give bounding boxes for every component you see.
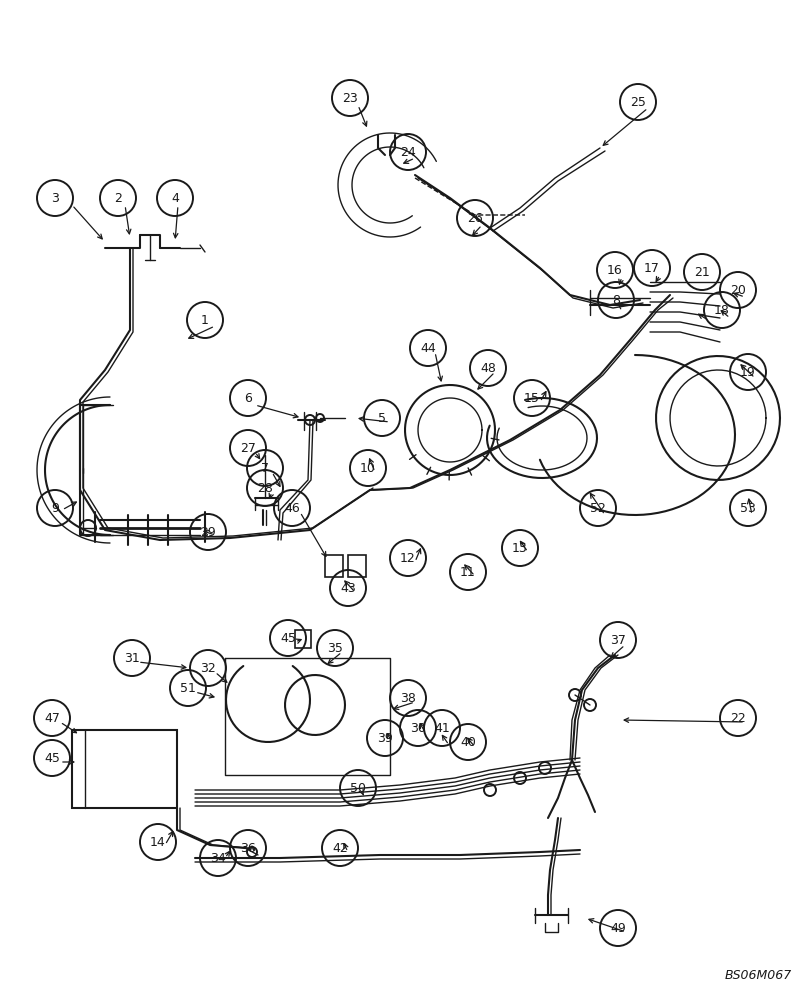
Text: 20: 20: [729, 284, 745, 296]
Text: 32: 32: [200, 662, 216, 674]
Bar: [72, 730, 177, 808]
Text: 42: 42: [332, 842, 347, 854]
Text: 38: 38: [400, 692, 415, 704]
Text: 13: 13: [512, 542, 527, 554]
Text: 12: 12: [400, 552, 415, 564]
Text: 45: 45: [280, 632, 295, 645]
Text: 34: 34: [210, 852, 225, 864]
Text: 25: 25: [629, 96, 645, 108]
Text: 44: 44: [419, 342, 436, 355]
Text: 2: 2: [114, 192, 122, 205]
Text: 31: 31: [124, 652, 139, 664]
Text: 7: 7: [260, 462, 268, 475]
Text: 4: 4: [171, 192, 178, 205]
Text: 36: 36: [240, 842, 255, 854]
Text: 27: 27: [240, 442, 255, 454]
Text: 1: 1: [201, 314, 208, 326]
Text: 28: 28: [257, 482, 272, 494]
Text: 19: 19: [739, 365, 755, 378]
Text: 21: 21: [693, 265, 709, 278]
Text: 45: 45: [44, 752, 60, 764]
Text: BS06M067: BS06M067: [724, 969, 791, 982]
Text: 8: 8: [611, 294, 620, 306]
Text: 43: 43: [340, 582, 355, 594]
Bar: [294, 630, 311, 648]
Text: 50: 50: [350, 782, 366, 794]
Text: 6: 6: [244, 391, 251, 404]
Text: 11: 11: [460, 566, 475, 578]
Text: 39: 39: [376, 732, 393, 744]
Text: 5: 5: [378, 412, 385, 424]
Text: 14: 14: [150, 836, 165, 848]
Text: 16: 16: [607, 263, 622, 276]
Text: 18: 18: [713, 304, 729, 316]
Text: 10: 10: [359, 462, 375, 475]
Text: 29: 29: [200, 526, 216, 538]
Text: 40: 40: [460, 736, 475, 748]
Text: 17: 17: [643, 261, 659, 274]
Text: 24: 24: [400, 145, 415, 158]
Text: 49: 49: [609, 922, 625, 934]
Text: 15: 15: [523, 391, 539, 404]
Bar: [324, 555, 342, 577]
Text: 30: 30: [410, 722, 426, 734]
Text: 37: 37: [609, 634, 625, 647]
Text: 47: 47: [44, 712, 60, 724]
Text: 22: 22: [729, 712, 745, 724]
Text: 3: 3: [51, 192, 59, 205]
Text: 53: 53: [739, 502, 755, 514]
Text: 41: 41: [434, 722, 449, 734]
Text: 52: 52: [590, 502, 605, 514]
Text: 9: 9: [51, 502, 59, 514]
Text: 23: 23: [341, 92, 358, 104]
Text: 26: 26: [466, 212, 483, 225]
Text: 51: 51: [180, 682, 195, 694]
Bar: [348, 555, 366, 577]
Text: 48: 48: [479, 361, 496, 374]
Text: 46: 46: [284, 502, 299, 514]
Text: 35: 35: [327, 642, 342, 654]
